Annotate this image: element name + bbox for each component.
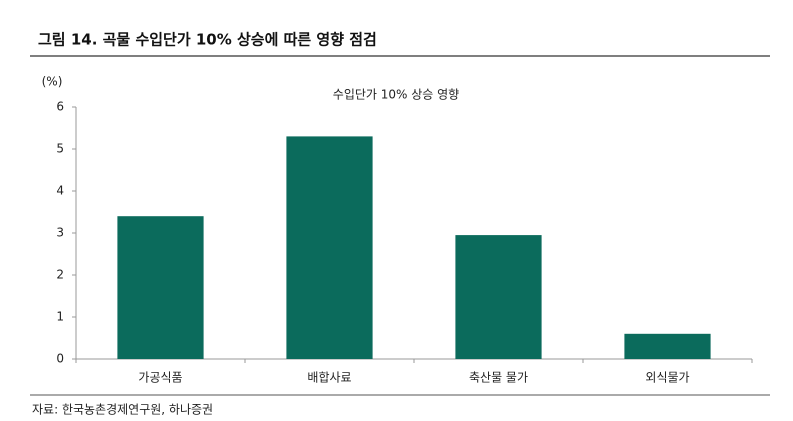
x-tick-label: 외식물가 [645, 371, 689, 385]
bar [117, 216, 204, 359]
y-tick-label: 1 [56, 310, 64, 324]
y-tick-label: 5 [56, 142, 64, 156]
x-tick-label: 배합사료 [307, 371, 351, 385]
y-axis-label: (%) [42, 75, 63, 89]
source-note: 자료: 한국농촌경제연구원, 하나증권 [32, 403, 213, 417]
y-tick-label: 6 [56, 100, 64, 114]
bar [624, 333, 711, 359]
chart-title: 그림 14. 곡물 수입단가 10% 상승에 따른 영향 점검 [38, 31, 377, 49]
y-tick-label: 2 [56, 268, 64, 282]
bar [286, 136, 373, 359]
y-tick-label: 3 [56, 226, 64, 240]
x-tick-label: 가공식품 [138, 371, 182, 385]
y-tick-label: 0 [56, 352, 64, 366]
y-tick-label: 4 [56, 184, 64, 198]
x-tick-label: 축산물 물가 [469, 371, 528, 385]
bar [455, 235, 542, 359]
chart-subtitle: 수입단가 10% 상승 영향 [333, 88, 459, 102]
